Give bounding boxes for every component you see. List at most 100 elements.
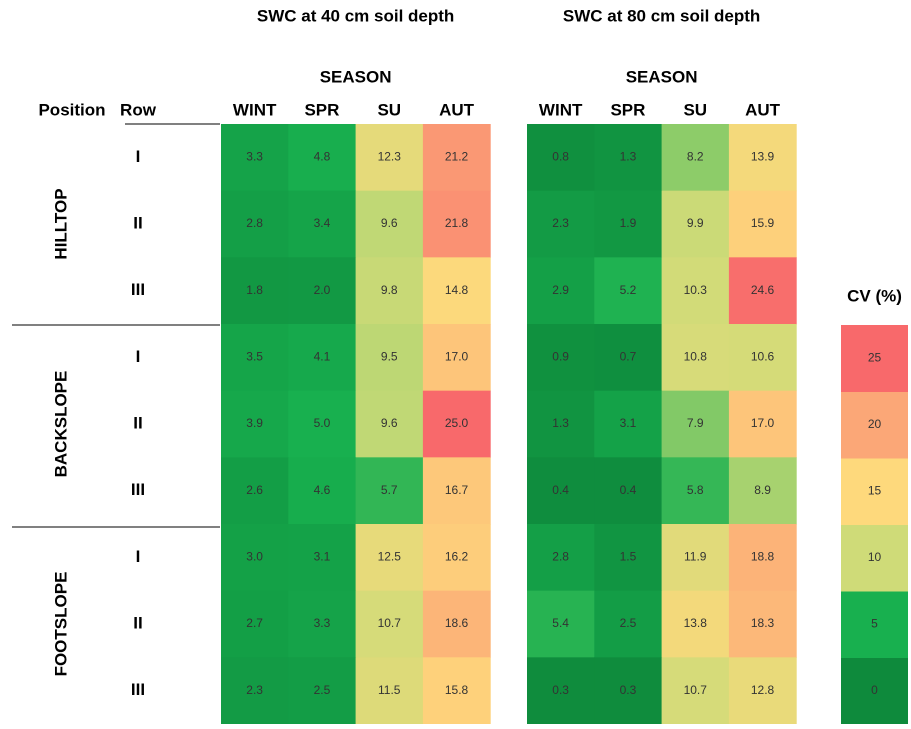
cell bbox=[728, 324, 797, 392]
cell-label: 2.8 bbox=[246, 216, 263, 230]
cell bbox=[594, 124, 663, 192]
row-label: I bbox=[136, 547, 141, 566]
cell bbox=[221, 124, 289, 192]
cell bbox=[221, 590, 289, 658]
cell-label: 0.4 bbox=[552, 483, 569, 497]
cell bbox=[288, 590, 357, 658]
cell-label: 0.3 bbox=[620, 683, 637, 697]
position-label: HILLTOP bbox=[51, 188, 70, 259]
panel-subtitle: SEASON bbox=[626, 67, 698, 86]
cell bbox=[422, 324, 491, 392]
cell bbox=[221, 657, 289, 725]
cell-label: 11.9 bbox=[684, 550, 707, 564]
legend-swatch bbox=[841, 524, 908, 592]
cell-label: 5.2 bbox=[620, 283, 637, 297]
cell-label: 10.7 bbox=[684, 683, 708, 697]
cell-label: 10.7 bbox=[378, 616, 402, 630]
cell bbox=[221, 324, 289, 392]
cell-label: 4.6 bbox=[314, 483, 331, 497]
column-label: SU bbox=[377, 100, 401, 119]
cell-label: 1.5 bbox=[620, 550, 637, 564]
row-label: I bbox=[136, 147, 141, 166]
cell-label: 9.6 bbox=[381, 416, 398, 430]
cell bbox=[355, 257, 424, 325]
cell-label: 12.8 bbox=[751, 683, 775, 697]
cell bbox=[594, 590, 663, 658]
cell-label: 18.8 bbox=[751, 550, 775, 564]
cell bbox=[355, 457, 424, 525]
cell-label: 15.8 bbox=[445, 683, 469, 697]
cell-label: 9.9 bbox=[687, 216, 704, 230]
cell-label: 1.9 bbox=[620, 216, 637, 230]
cell-label: 3.1 bbox=[620, 416, 637, 430]
row-label: III bbox=[131, 280, 145, 299]
cell-label: 4.1 bbox=[314, 350, 331, 364]
row-label: II bbox=[133, 213, 142, 232]
cell bbox=[422, 257, 491, 325]
legend-label: 5 bbox=[871, 616, 878, 630]
cell-label: 10.6 bbox=[751, 350, 775, 364]
cell bbox=[594, 657, 663, 725]
cell bbox=[661, 257, 730, 325]
cell bbox=[422, 124, 491, 192]
legend-label: 0 bbox=[871, 683, 878, 697]
cell bbox=[527, 657, 595, 725]
cell bbox=[355, 524, 424, 592]
cell bbox=[661, 390, 730, 458]
cell-label: 18.6 bbox=[445, 616, 469, 630]
cell bbox=[527, 590, 595, 658]
cell-label: 2.8 bbox=[552, 550, 569, 564]
cell bbox=[422, 590, 491, 658]
cell bbox=[288, 124, 357, 192]
legend-label: 20 bbox=[868, 417, 882, 431]
cell bbox=[661, 457, 730, 525]
cell bbox=[728, 390, 797, 458]
cell-label: 25.0 bbox=[445, 416, 469, 430]
row-header: Row bbox=[120, 100, 157, 119]
cell-label: 21.8 bbox=[445, 216, 469, 230]
column-label: WINT bbox=[233, 100, 277, 119]
cell bbox=[221, 524, 289, 592]
row-label: III bbox=[131, 480, 145, 499]
column-label: SU bbox=[683, 100, 707, 119]
cell bbox=[355, 390, 424, 458]
cell bbox=[221, 457, 289, 525]
cell bbox=[422, 457, 491, 525]
cell bbox=[355, 324, 424, 392]
cell bbox=[422, 524, 491, 592]
cell bbox=[355, 190, 424, 258]
position-header: Position bbox=[38, 100, 105, 119]
row-label: I bbox=[136, 347, 141, 366]
cell-label: 4.8 bbox=[314, 150, 331, 164]
cell-label: 17.0 bbox=[751, 416, 775, 430]
cell-label: 2.3 bbox=[552, 216, 569, 230]
cell bbox=[288, 190, 357, 258]
cell bbox=[527, 457, 595, 525]
cell bbox=[422, 657, 491, 725]
cell-label: 11.5 bbox=[378, 683, 401, 697]
cell bbox=[728, 190, 797, 258]
position-label: BACKSLOPE bbox=[51, 371, 70, 478]
cell-label: 0.4 bbox=[620, 483, 637, 497]
cell bbox=[728, 590, 797, 658]
cell-label: 2.9 bbox=[552, 283, 569, 297]
cell-label: 13.8 bbox=[684, 616, 708, 630]
cell-label: 16.2 bbox=[445, 550, 469, 564]
cell-label: 2.3 bbox=[246, 683, 263, 697]
cell-label: 2.0 bbox=[314, 283, 331, 297]
column-label: AUT bbox=[439, 100, 475, 119]
cell-label: 16.7 bbox=[445, 483, 469, 497]
cell-label: 2.6 bbox=[246, 483, 263, 497]
cell-label: 9.8 bbox=[381, 283, 398, 297]
cell-label: 8.9 bbox=[754, 483, 771, 497]
cell-label: 5.4 bbox=[552, 616, 569, 630]
legend-label: 10 bbox=[868, 550, 882, 564]
cell-label: 5.8 bbox=[687, 483, 704, 497]
column-label: AUT bbox=[745, 100, 781, 119]
cell bbox=[728, 657, 797, 725]
cell-label: 3.4 bbox=[314, 216, 331, 230]
cell-label: 15.9 bbox=[751, 216, 775, 230]
cell bbox=[355, 124, 424, 192]
cell-label: 3.9 bbox=[246, 416, 263, 430]
panel-subtitle: SEASON bbox=[320, 67, 392, 86]
